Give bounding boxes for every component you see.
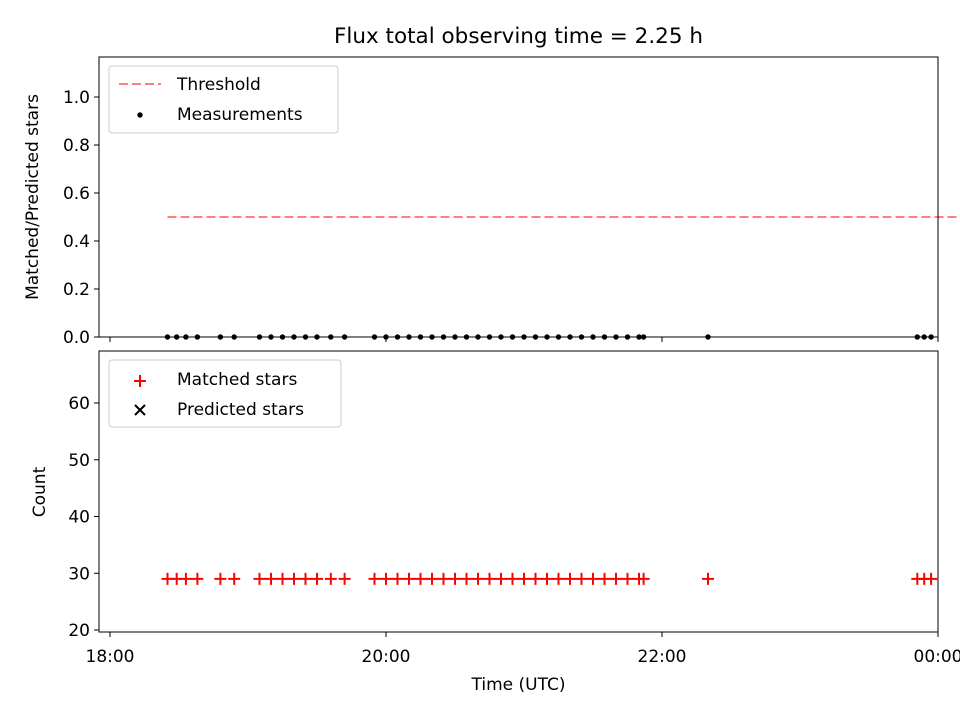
matched-star-point [391,572,404,585]
bottom-y-axis-label: Count [30,466,50,517]
bottom-y-tick-label: 40 [68,508,90,528]
matched-star-point [621,572,634,585]
top-y-axis: 0.0 0.2 0.4 0.6 0.8 1.0 [63,88,99,348]
top-legend-box [108,65,339,134]
matched-star-point [265,572,277,585]
top-y-tick-label: 0.8 [63,136,90,156]
x-tick-label: 20:00 [362,647,411,667]
matched-star-point [552,572,565,585]
top-y-tick-label: 0.2 [63,280,90,300]
x-tick-label: 00:00 [914,647,960,667]
matched-star-point [575,572,588,585]
matched-star-point [564,572,576,585]
legend-predicted-label: Predicted stars [177,400,304,420]
matched-star-point [460,572,473,585]
top-y-tick-label: 0.4 [63,232,90,252]
matched-star-point [610,572,622,585]
bottom-y-tick-label: 50 [68,451,90,471]
matched-star-point [403,572,415,585]
matched-star-point [506,572,519,585]
matched-star-point [228,572,241,585]
bottom-matched-marks [161,572,938,585]
matched-star-point [483,572,496,585]
legend-threshold-label: Threshold [176,75,261,95]
x-tick-label: 22:00 [638,647,687,667]
matched-star-point [925,572,938,585]
legend-measurements-swatch [137,112,143,118]
matched-star-point [214,572,227,585]
top-panel: 0.0 0.2 0.4 0.6 0.8 1.0 Matched/Predicted sta… [23,56,960,348]
x-tick-label: 18:00 [86,647,135,667]
top-y-tick-label: 0.6 [63,184,90,204]
legend-predicted-swatch [134,404,146,416]
matched-star-point [437,572,450,585]
bottom-y-tick-label: 30 [68,564,90,584]
bottom-legend-box [108,359,342,428]
matched-star-point [518,572,530,585]
matched-star-point [637,572,650,585]
legend-measurements-label: Measurements [177,105,303,125]
matched-star-point [338,572,351,585]
matched-star-point [299,572,312,585]
top-y-axis-label: Matched/Predicted stars [23,94,43,300]
matched-star-point [495,572,507,585]
matched-star-point [426,572,438,585]
bottom-y-tick-label: 20 [68,621,90,641]
matched-star-point [253,572,266,585]
bottom-legend: Matched stars Predicted stars [108,359,342,428]
matched-star-point [587,572,599,585]
top-y-tick-label: 0.0 [63,328,90,348]
matched-star-point [414,572,427,585]
matched-star-point [179,572,192,585]
matched-star-point [368,572,381,585]
top-legend: Threshold Measurements [108,65,339,134]
top-plot-frame [98,56,939,338]
matched-star-point [598,572,611,585]
matched-star-point [191,572,204,585]
matched-star-point [449,572,461,585]
matched-star-point [380,572,392,585]
matched-star-point [529,572,542,585]
matched-star-point [311,572,323,585]
matched-star-point [324,572,337,585]
bottom-y-axis: 20 30 40 50 60 [68,394,99,641]
bottom-plot-frame [98,350,939,633]
chart-title: Flux total observing time = 2.25 h [334,24,703,49]
x-axis-label: Time (UTC) [471,675,566,695]
bottom-y-tick-label: 60 [68,394,90,414]
top-y-tick-label: 1.0 [63,88,90,108]
matched-star-point [702,572,714,585]
matched-star-point [541,572,553,585]
matched-star-point [472,572,484,585]
matched-star-point [276,572,289,585]
legend-matched-swatch [134,375,146,387]
legend-matched-label: Matched stars [177,370,297,390]
top-x-ticks [109,337,939,342]
matched-star-point [288,572,300,585]
